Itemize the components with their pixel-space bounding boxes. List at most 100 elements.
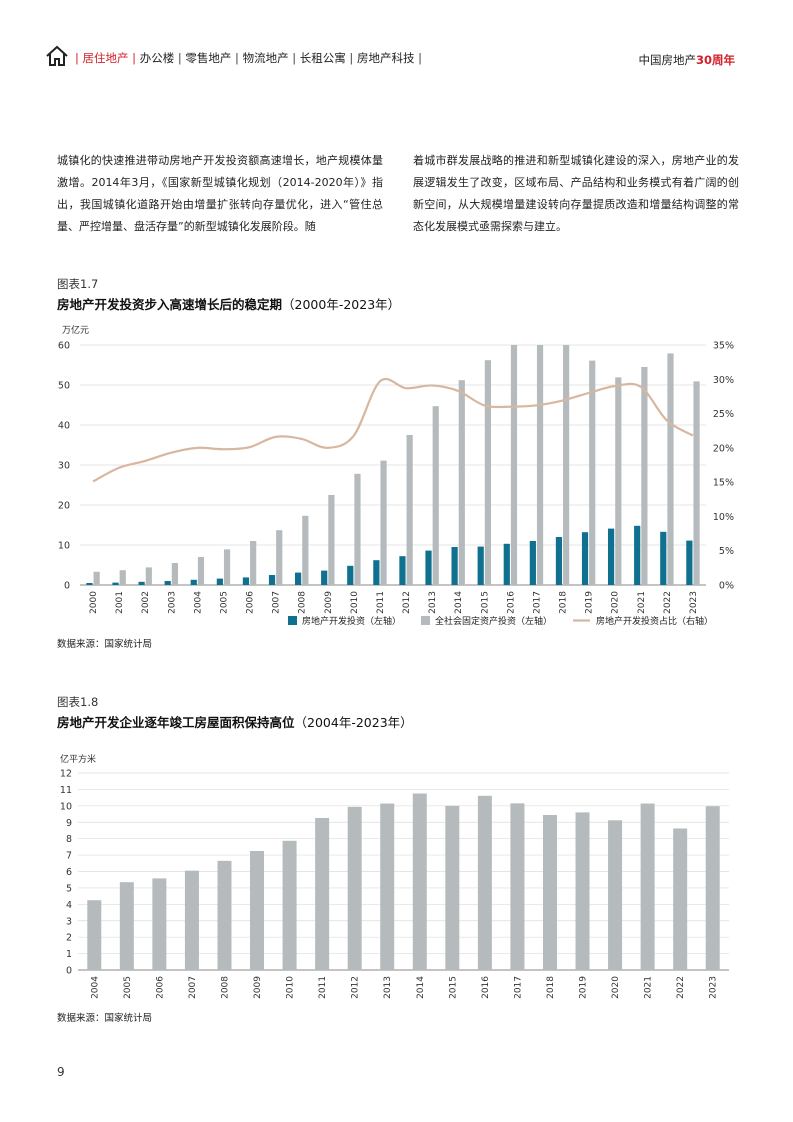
bar-fixed-asset-investment [589, 360, 596, 585]
bar-fixed-asset-investment [641, 367, 648, 585]
y-tick-label: 11 [60, 785, 72, 796]
nav-item-proptech[interactable]: 房地产科技 [356, 51, 415, 65]
bar-fixed-asset-investment [563, 345, 570, 585]
bar-completed-area [315, 817, 330, 970]
x-tick-label: 2005 [219, 591, 229, 614]
bar-completed-area [542, 815, 557, 970]
bar-real-estate-investment [347, 565, 354, 585]
x-tick-label: 2004 [193, 591, 203, 614]
x-tick-label: 2010 [286, 976, 296, 999]
x-tick-label: 2011 [376, 591, 386, 614]
figure-number: 图表1.7 [57, 277, 99, 291]
bar-real-estate-investment [242, 577, 250, 585]
bar-fixed-asset-investment [171, 563, 178, 585]
y-tick-label: 7 [66, 851, 72, 862]
y-left-tick-label: 60 [58, 341, 70, 352]
legend-label: 房地产开发投资（左轴） [302, 615, 401, 627]
x-tick-label: 2019 [585, 591, 595, 614]
bar-completed-area [87, 900, 102, 970]
bar-fixed-asset-investment [302, 515, 309, 585]
x-tick-label: 2009 [253, 976, 263, 999]
y-tick-label: 9 [66, 818, 72, 829]
nav-item-logistics[interactable]: 物流地产 [242, 51, 289, 65]
bar-fixed-asset-investment [536, 345, 544, 585]
bar-real-estate-investment [529, 541, 536, 585]
x-tick-label: 2009 [324, 591, 334, 614]
investment-chart: 万亿元 0 10 20 30 40 50 60 0% 5% 10% 15% 20% 25% 30% 35% 20… [58, 324, 734, 627]
bar-real-estate-investment [503, 543, 510, 585]
y-axis-unit-label: 亿平方米 [60, 753, 96, 765]
bar-completed-area [119, 882, 134, 970]
x-tick-label: 2015 [480, 591, 490, 614]
y-right-tick-label: 0% [719, 581, 734, 592]
brand-prefix: 中国房地产 [638, 53, 696, 67]
bar-completed-area [705, 806, 720, 970]
bar-fixed-asset-investment [93, 571, 100, 585]
x-tick-label: 2016 [506, 591, 516, 614]
x-tick-label: 2023 [689, 591, 699, 614]
bar-completed-area [184, 870, 199, 970]
y-right-tick-label: 25% [713, 409, 734, 420]
x-tick-label: 2010 [350, 591, 360, 614]
bar-fixed-asset-investment [432, 406, 439, 585]
bar-completed-area [282, 840, 297, 970]
x-tick-label: 2020 [611, 591, 621, 614]
bar-completed-area [608, 820, 623, 970]
body-text-left: 城镇化的快速推进带动房地产开发投资额高速增长，地产规模体量激增。2014年3月，… [57, 154, 383, 233]
bar-completed-area [250, 850, 265, 970]
nav-item-office[interactable]: 办公楼 [139, 51, 175, 65]
y-left-tick-label: 30 [58, 461, 70, 472]
bar-completed-area [640, 803, 655, 970]
bar-fixed-asset-investment [145, 567, 152, 585]
y-left-tick-label: 10 [58, 541, 70, 552]
x-tick-label: 2013 [383, 976, 393, 999]
x-tick-label: 2007 [272, 591, 282, 614]
bar-real-estate-investment [581, 532, 589, 585]
x-tick-label: 2003 [167, 591, 177, 614]
y-left-tick-label: 20 [58, 501, 70, 512]
x-tick-label: 2022 [663, 591, 673, 614]
x-tick-label: 2014 [454, 591, 464, 614]
y-tick-label: 1 [66, 949, 72, 960]
bar-completed-area [347, 806, 362, 970]
x-tick-label: 2023 [709, 976, 719, 999]
nav-item-retail[interactable]: 零售地产 [185, 51, 232, 65]
nav-item-apartments[interactable]: 长租公寓 [299, 51, 346, 65]
y-right-tick-label: 10% [713, 512, 734, 523]
y-tick-label: 10 [60, 801, 72, 812]
x-tick-label: 2018 [559, 591, 569, 614]
bar-fixed-asset-investment [510, 345, 518, 585]
legend-swatch-real-estate-investment [288, 616, 297, 625]
figure-title-range: （2000年-2023年） [282, 297, 401, 312]
y-tick-label: 3 [66, 916, 72, 927]
bar-real-estate-investment [399, 556, 406, 585]
y-right-tick-label: 20% [713, 443, 734, 454]
y-left-tick-label: 50 [58, 381, 70, 392]
bar-fixed-asset-investment [484, 360, 491, 585]
bar-real-estate-investment [112, 582, 119, 585]
nav-item-residential[interactable]: | 居住地产 | [75, 51, 137, 65]
bar-completed-area [412, 793, 427, 970]
body-text-right: 着城市群发展战略的推进和新型城镇化建设的深入，房地产业的发展逻辑发生了改变，区域… [413, 154, 739, 233]
bar-fixed-asset-investment [380, 460, 387, 585]
home-icon[interactable] [45, 44, 69, 68]
y-axis-unit-label: 万亿元 [62, 324, 89, 336]
x-tick-label: 2012 [402, 591, 412, 614]
y-tick-label: 12 [60, 769, 72, 780]
x-tick-label: 2017 [513, 976, 523, 999]
bar-fixed-asset-investment [276, 530, 283, 585]
y-tick-label: 2 [66, 933, 72, 944]
x-tick-label: 2006 [155, 976, 165, 999]
bar-completed-area [217, 860, 232, 970]
bar-real-estate-investment [268, 575, 276, 585]
x-tick-label: 2002 [141, 591, 151, 614]
brand-accent: 30周年 [695, 53, 735, 67]
y-left-tick-label: 0 [64, 581, 70, 592]
bar-real-estate-investment [477, 546, 484, 585]
bar-completed-area [510, 803, 525, 970]
bar-real-estate-investment [555, 537, 563, 585]
x-tick-label: 2013 [428, 591, 438, 614]
x-tick-label: 2001 [115, 591, 125, 614]
x-tick-label: 2000 [89, 591, 99, 614]
y-right-tick-label: 15% [713, 478, 734, 489]
